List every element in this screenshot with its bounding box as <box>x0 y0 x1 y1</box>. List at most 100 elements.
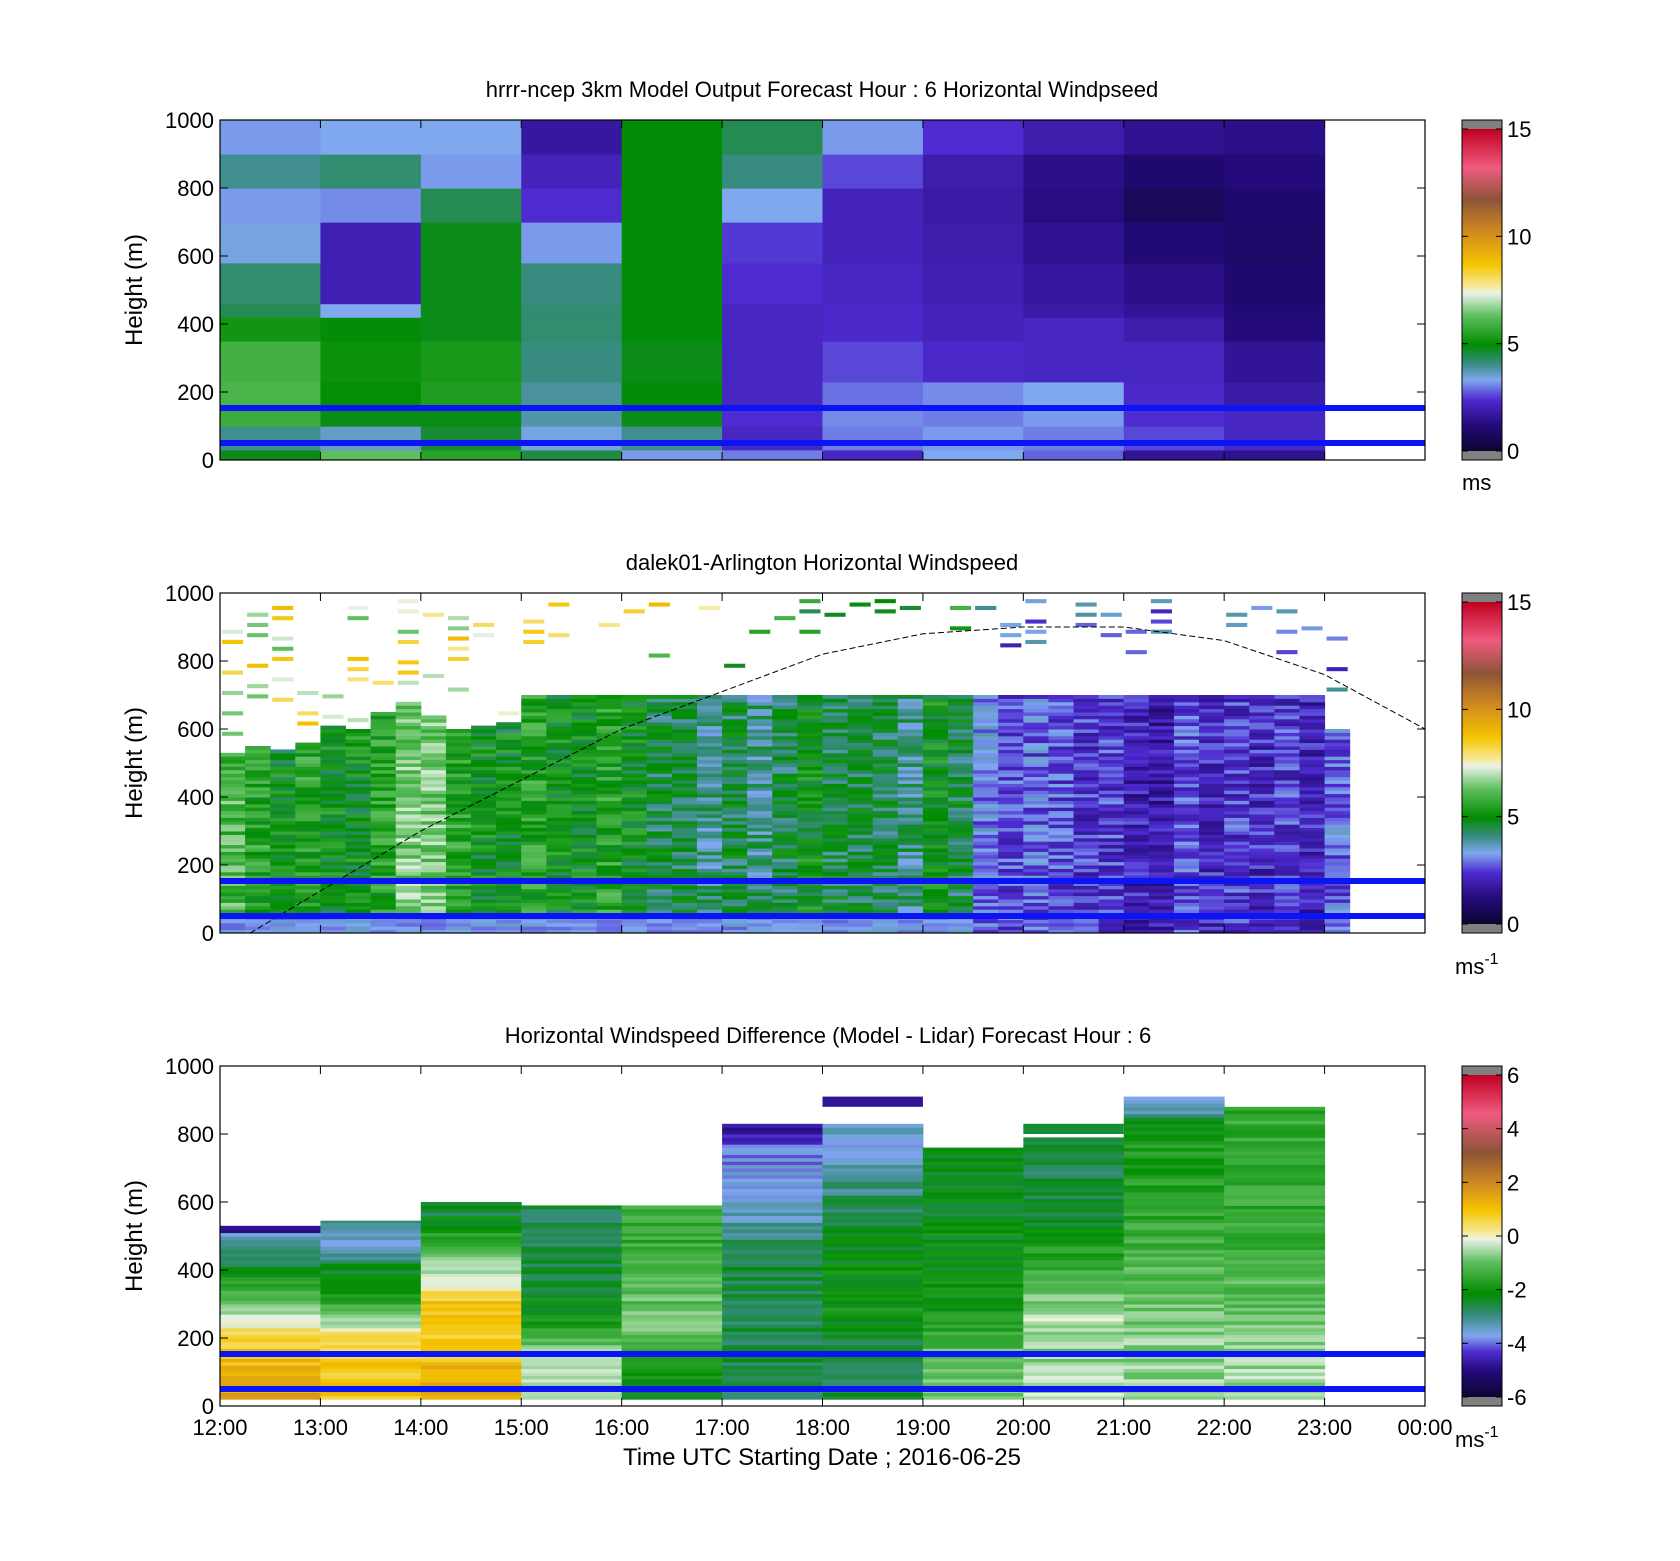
lidar-cell <box>747 797 773 801</box>
difference-cell <box>420 1344 522 1349</box>
lidar-cell <box>420 786 447 791</box>
difference-cell <box>722 1324 823 1329</box>
lidar-cell <box>847 929 874 933</box>
lidar-cell <box>747 698 773 703</box>
lidar-cell <box>596 803 623 808</box>
lidar-cell <box>1148 817 1175 822</box>
difference-cell <box>621 1382 723 1387</box>
lidar-cell <box>1299 888 1326 893</box>
lidar-cell <box>1148 769 1175 774</box>
difference-cell <box>1123 1290 1225 1295</box>
difference-cell <box>621 1378 723 1383</box>
difference-cell <box>922 1348 1024 1353</box>
lidar-cell <box>270 885 296 890</box>
lidar-cell <box>897 793 924 798</box>
lidar-cell <box>571 732 598 737</box>
lidar-cell <box>1025 599 1047 604</box>
lidar-cell <box>1098 848 1125 852</box>
lidar-cell <box>797 786 823 791</box>
difference-cell <box>1023 1307 1125 1312</box>
lidar-cell <box>1098 763 1125 767</box>
lidar-cell <box>1073 895 1100 900</box>
lidar-cell <box>897 732 924 737</box>
lidar-cell <box>897 831 924 835</box>
difference-cell <box>722 1304 823 1308</box>
lidar-cell <box>621 786 648 791</box>
lidar-cell <box>420 865 447 869</box>
lidar-cell <box>245 919 271 924</box>
difference-cell <box>220 1259 321 1264</box>
lidar-cell <box>1073 708 1100 713</box>
difference-cell <box>320 1270 422 1274</box>
lidar-cell <box>696 909 723 914</box>
lidar-cell <box>295 769 321 774</box>
lidar-cell <box>872 786 899 791</box>
lidar-cell <box>948 749 974 754</box>
difference-cell <box>1123 1276 1225 1281</box>
difference-cell <box>320 1276 422 1281</box>
lidar-cell <box>797 844 823 849</box>
lidar-cell <box>822 752 849 757</box>
lidar-cell <box>471 729 497 733</box>
lidar-cell <box>1173 722 1200 727</box>
lidar-cell <box>345 902 372 907</box>
lidar-cell <box>1299 749 1326 754</box>
lidar-cell <box>722 756 748 761</box>
lidar-cell <box>1299 715 1326 720</box>
lidar-cell <box>1148 848 1175 852</box>
lidar-cell <box>1299 776 1326 781</box>
lidar-cell <box>872 803 899 808</box>
difference-cell <box>722 1378 823 1383</box>
lidar-cell <box>797 885 823 890</box>
lidar-cell <box>973 705 999 710</box>
lidar-cell <box>897 861 924 866</box>
lidar-cell <box>471 827 497 832</box>
lidar-cell <box>897 708 924 713</box>
difference-cell <box>320 1297 422 1302</box>
lidar-cell <box>546 752 572 757</box>
lidar-cell <box>948 739 974 744</box>
lidar-cell <box>772 875 798 880</box>
model-cell <box>320 303 422 318</box>
lidar-cell <box>722 817 748 822</box>
model-y-tick-label: 400 <box>177 312 214 337</box>
lidar-cell <box>1324 865 1351 869</box>
lidar-cell <box>822 865 849 869</box>
lidar-cell <box>471 786 497 791</box>
lidar-cell <box>546 831 572 835</box>
difference-colorbar-tick-label: -4 <box>1507 1331 1527 1356</box>
lidar-cell <box>1324 800 1351 805</box>
lidar-cell <box>222 711 244 716</box>
difference-cell <box>220 1246 321 1251</box>
lidar-cell <box>847 817 874 822</box>
lidar-cell <box>395 803 422 808</box>
lidar-cell <box>1299 827 1326 832</box>
model-cell <box>1224 154 1326 189</box>
lidar-cell <box>546 899 572 903</box>
lidar-cell <box>1274 698 1300 703</box>
lidar-cell <box>621 783 648 788</box>
model-y-tick-label: 600 <box>177 244 214 269</box>
difference-cell <box>420 1222 522 1227</box>
difference-cell <box>722 1249 823 1254</box>
difference-cell <box>621 1229 723 1234</box>
lidar-cell <box>948 858 974 863</box>
difference-cell <box>1123 1219 1225 1223</box>
lidar-colorbar-unit: ms <box>1455 954 1484 979</box>
lidar-cell <box>973 725 999 730</box>
lidar-cell <box>998 926 1024 931</box>
difference-cell <box>1023 1151 1125 1155</box>
lidar-cell <box>1199 708 1225 713</box>
lidar-cell <box>797 793 823 798</box>
lidar-cell <box>797 875 823 880</box>
difference-cell <box>822 1365 924 1370</box>
difference-cell <box>320 1365 422 1370</box>
lidar-cell <box>1249 746 1275 750</box>
lidar-cell <box>1148 739 1175 744</box>
lidar-cell <box>1173 712 1200 716</box>
difference-cell <box>1123 1256 1225 1261</box>
difference-cell <box>922 1205 1024 1210</box>
lidar-cell <box>1173 922 1200 927</box>
lidar-cell <box>1173 701 1200 706</box>
